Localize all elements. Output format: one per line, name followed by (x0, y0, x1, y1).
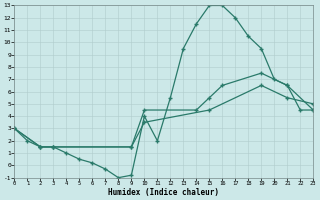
X-axis label: Humidex (Indice chaleur): Humidex (Indice chaleur) (108, 188, 220, 197)
